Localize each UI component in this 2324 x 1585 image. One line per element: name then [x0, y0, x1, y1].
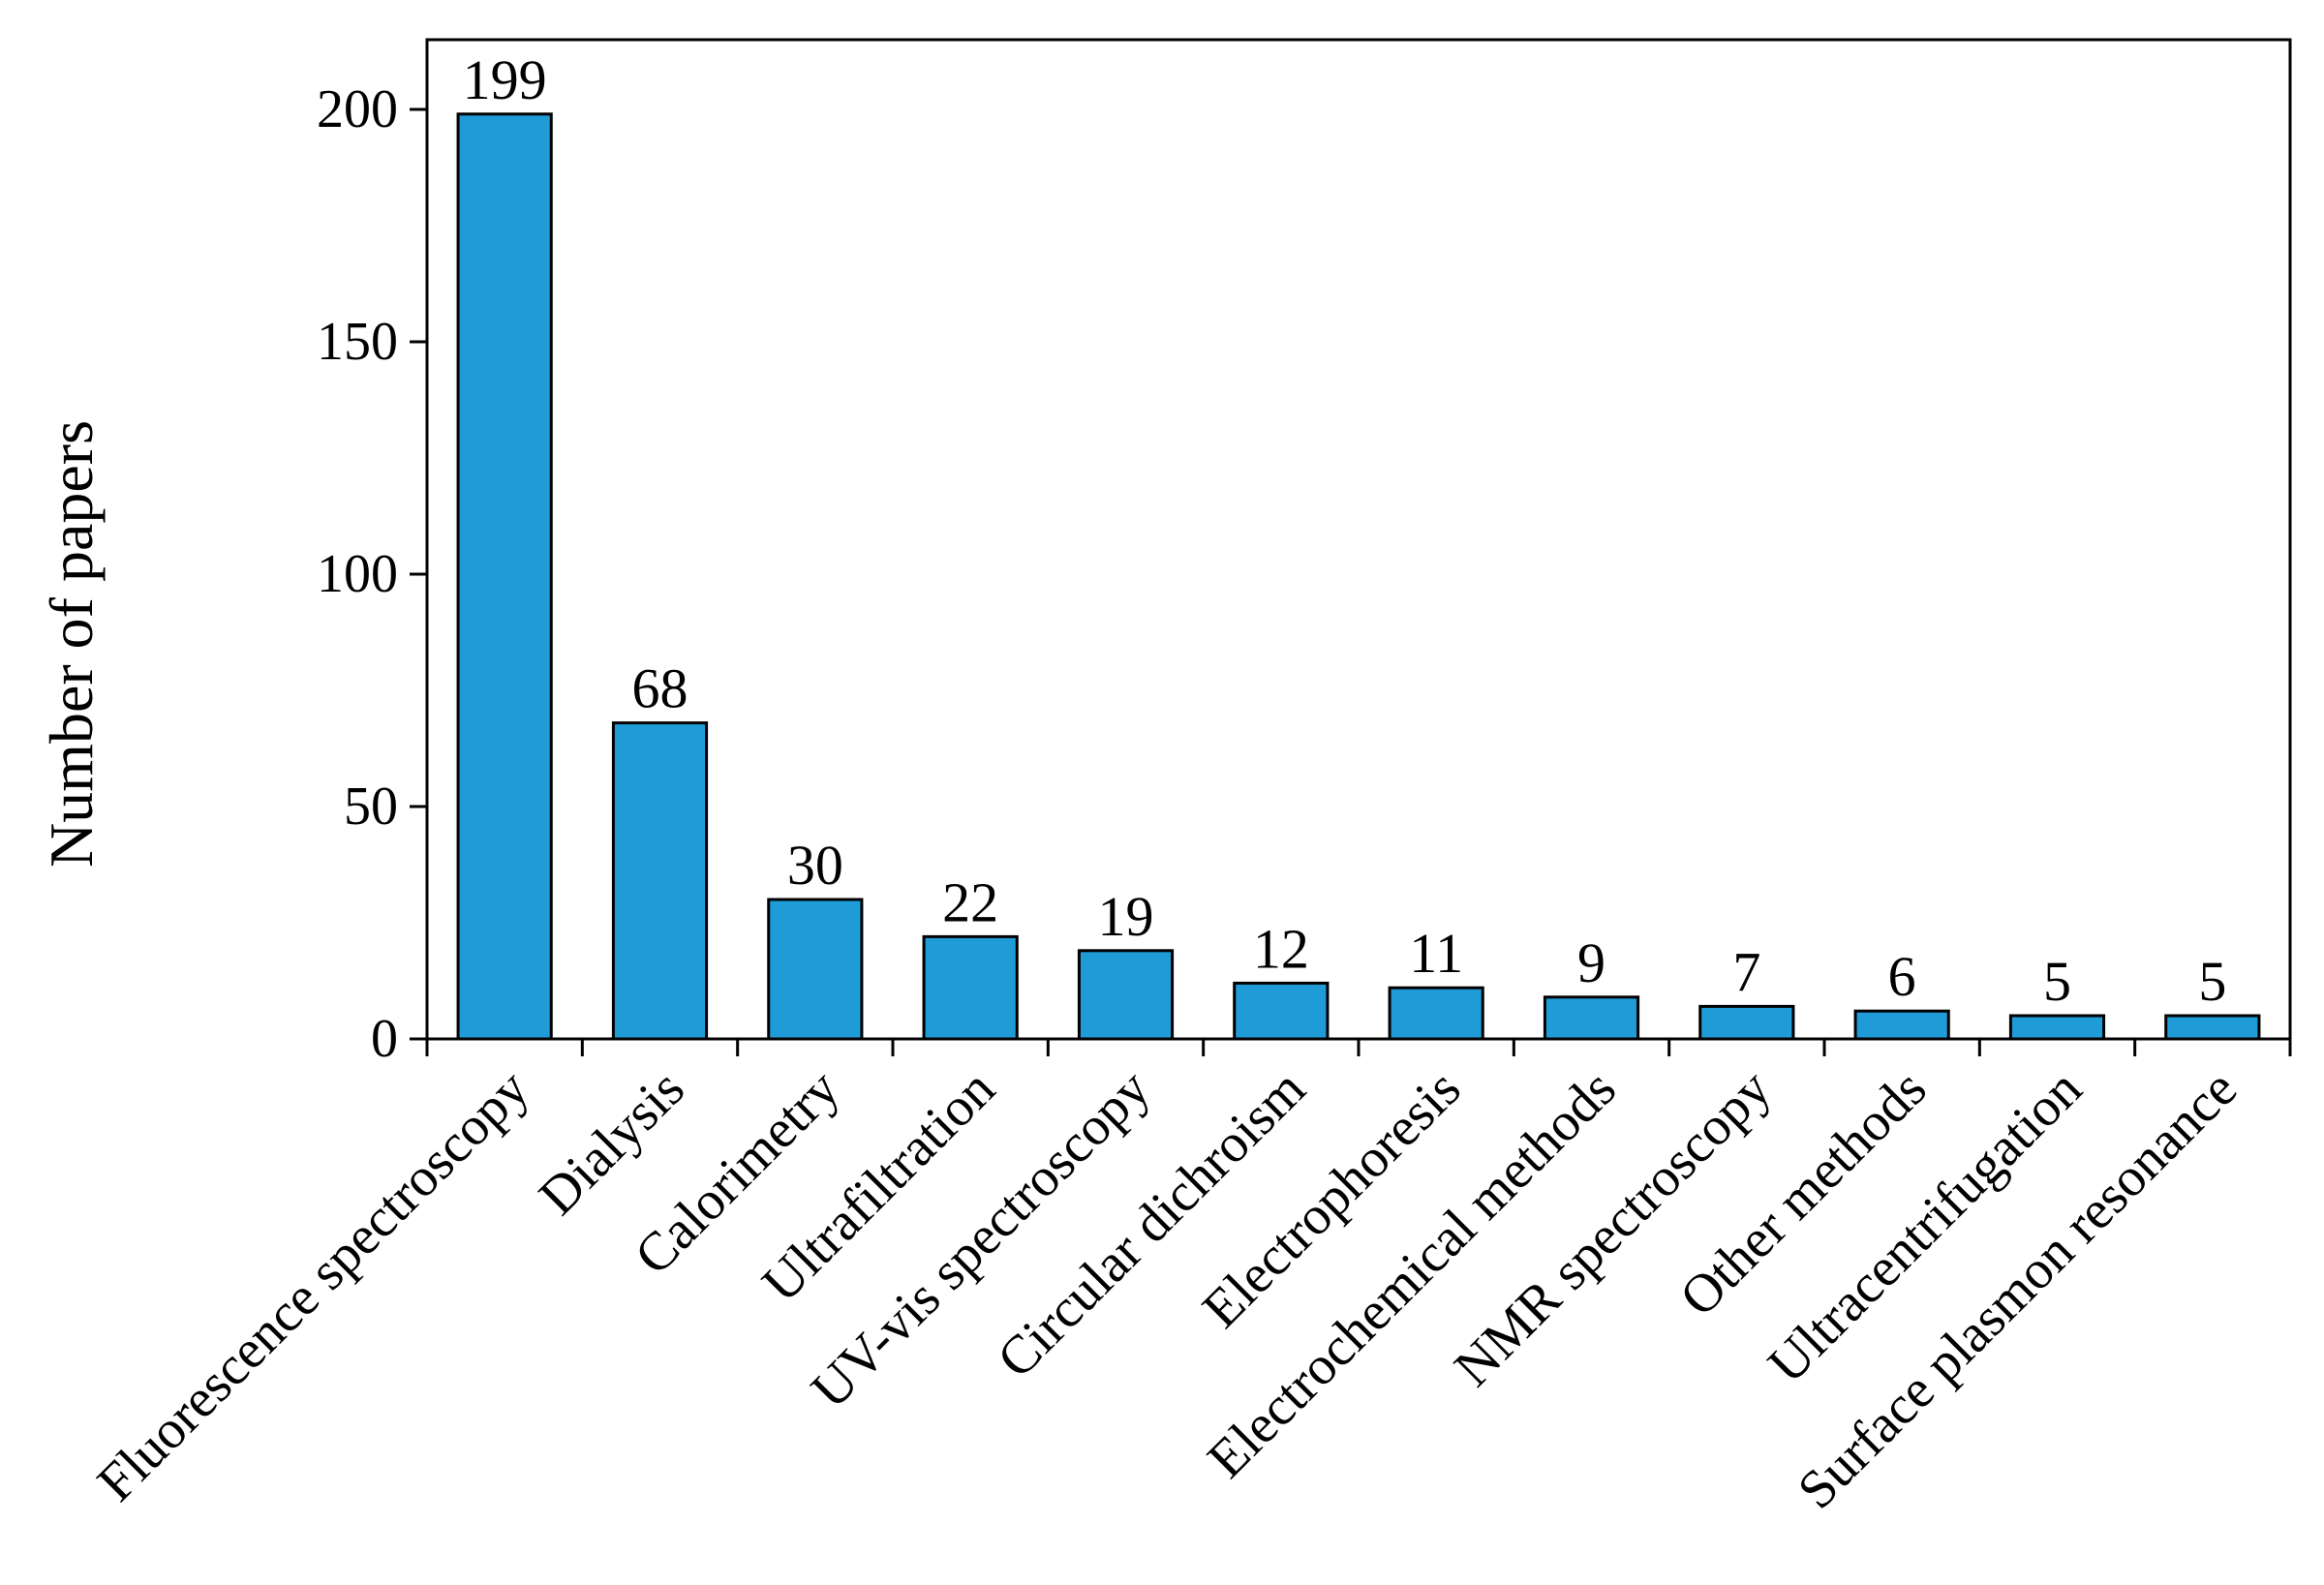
y-tick-label: 200: [317, 79, 398, 139]
value-label: 12: [1253, 917, 1309, 980]
bar: [1698, 1004, 1795, 1041]
bar: [1388, 986, 1484, 1041]
y-tick-label: 50: [344, 777, 398, 837]
x-tick-label: Fluorescence spectroscopy: [86, 1058, 540, 1512]
y-tick-label: 100: [317, 544, 398, 604]
y-axis-label: Number of papers: [37, 420, 106, 868]
value-label: 9: [1577, 931, 1605, 994]
value-label: 30: [787, 834, 843, 897]
bar: [767, 898, 864, 1041]
value-label: 5: [2198, 950, 2226, 1013]
value-label: 7: [1732, 940, 1760, 1003]
value-label: 11: [1409, 922, 1463, 985]
bar: [922, 934, 1019, 1041]
value-label: 68: [632, 657, 688, 720]
bar: [1543, 995, 1640, 1041]
plot-frame: [425, 38, 2292, 1041]
bar: [1233, 981, 1330, 1041]
value-label: 199: [463, 48, 547, 111]
bar: [456, 112, 553, 1041]
value-label: 5: [2043, 950, 2071, 1013]
bar: [611, 721, 709, 1041]
bar: [1077, 949, 1175, 1041]
y-tick-label: 0: [371, 1009, 398, 1069]
bar: [2164, 1014, 2261, 1041]
value-label: 6: [1888, 945, 1916, 1008]
value-label: 22: [942, 870, 998, 933]
value-label: 19: [1098, 885, 1154, 948]
bar: [1853, 1009, 1950, 1041]
y-tick-label: 150: [317, 312, 398, 372]
bar: [2008, 1014, 2106, 1041]
